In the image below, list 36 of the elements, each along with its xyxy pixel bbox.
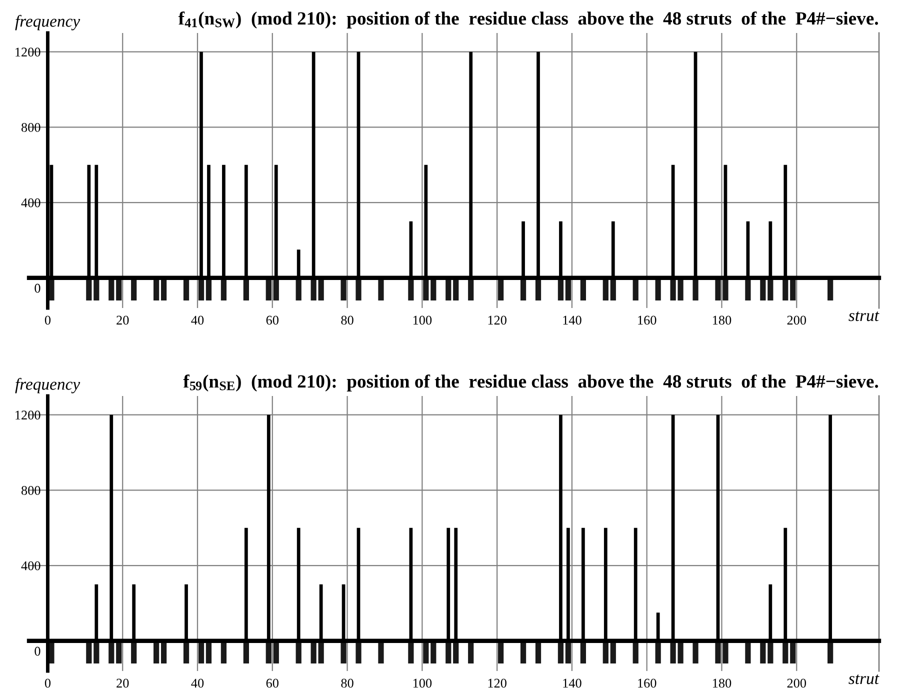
x-tick-label: 120 (488, 316, 506, 325)
x-tick-label: 80 (341, 316, 354, 325)
x-tick-label: 60 (266, 316, 278, 325)
y-tick-label: 400 (21, 198, 40, 208)
x-tick-label: 100 (413, 678, 432, 688)
x-tick-label: 0 (44, 316, 51, 325)
x-tick-label: 140 (563, 316, 582, 325)
y-tick-label: 1200 (16, 48, 40, 57)
x-tick-label: 0 (44, 678, 51, 688)
y-tick-label: 800 (21, 486, 40, 495)
x-axis-title: strut (848, 312, 880, 322)
x-tick-label: 180 (712, 678, 732, 688)
y-tick-label: 0 (34, 646, 40, 656)
y-tick-label: 1200 (16, 410, 40, 420)
y-tick-label: 0 (34, 284, 40, 293)
x-axis-title: strut (848, 674, 880, 684)
x-tick-label: 140 (563, 678, 582, 688)
x-tick-label: 80 (341, 678, 354, 688)
chart-title: f$_{59}$(n$_{SE}$) (mod 210): position of the residue class above the 48 struts of the P4#−sieve. (183, 374, 878, 392)
y-tick-label: 800 (21, 122, 40, 132)
x-tick-label: 100 (413, 316, 432, 325)
y-axis-title: frequency (15, 14, 80, 30)
x-tick-label: 180 (712, 316, 732, 325)
x-tick-label: 20 (116, 678, 129, 688)
chart-title: f$_{41}$(n$_{SW}$) (mod 210): position of the residue class above the 48 struts of the P4#−sieve. (178, 11, 878, 29)
x-tick-label: 160 (638, 316, 656, 325)
x-tick-label: 200 (787, 678, 806, 688)
x-tick-label: 160 (638, 678, 656, 688)
x-tick-label: 60 (266, 678, 278, 688)
x-tick-label: 40 (191, 316, 204, 325)
x-tick-label: 20 (116, 316, 129, 325)
x-tick-label: 200 (787, 316, 806, 325)
y-tick-label: 400 (21, 561, 40, 570)
x-tick-label: 120 (488, 678, 506, 688)
y-axis-title: frequency (15, 378, 80, 394)
x-tick-label: 40 (191, 678, 204, 688)
